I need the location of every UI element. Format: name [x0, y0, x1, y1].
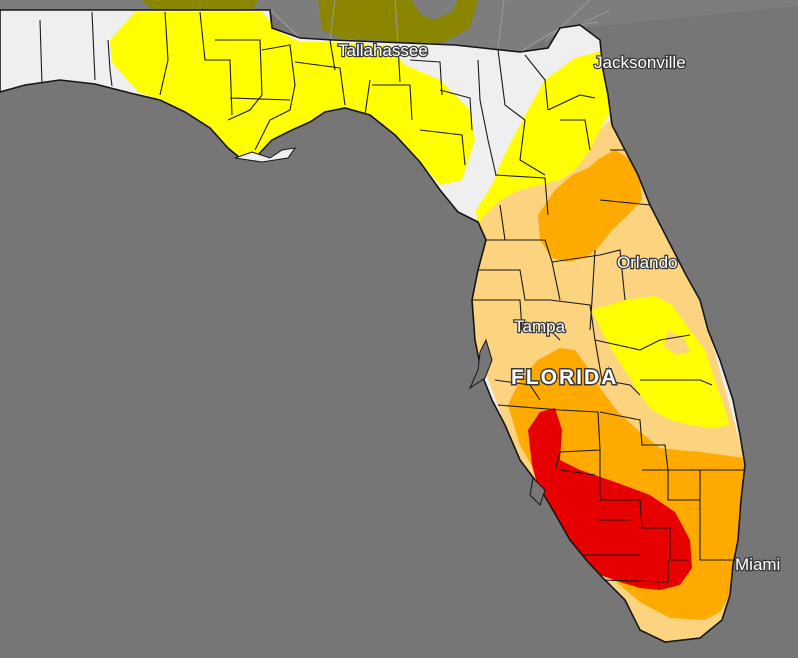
city-label-jacksonville: Jacksonville — [594, 53, 686, 72]
georgia-county-lines — [329, 0, 611, 49]
charlotte-harbor — [529, 476, 546, 506]
apalachicola-bay — [234, 147, 297, 163]
d0-central — [592, 296, 730, 428]
d2-north-central — [538, 150, 642, 262]
city-label-miami: Miami — [735, 555, 780, 574]
city-label-orlando: Orlando — [617, 253, 677, 272]
tampa-bay — [468, 338, 493, 390]
d1-central-island — [664, 330, 690, 355]
d0-northeast — [476, 50, 612, 230]
state-label-florida: FLORIDA — [511, 366, 618, 389]
city-label-tallahassee: Tallahassee — [338, 41, 428, 60]
city-label-tampa: Tampa — [514, 317, 566, 336]
county-boundaries — [39, 11, 745, 583]
georgia-gray-pocket — [412, 0, 458, 20]
drought-layers — [110, 12, 745, 642]
